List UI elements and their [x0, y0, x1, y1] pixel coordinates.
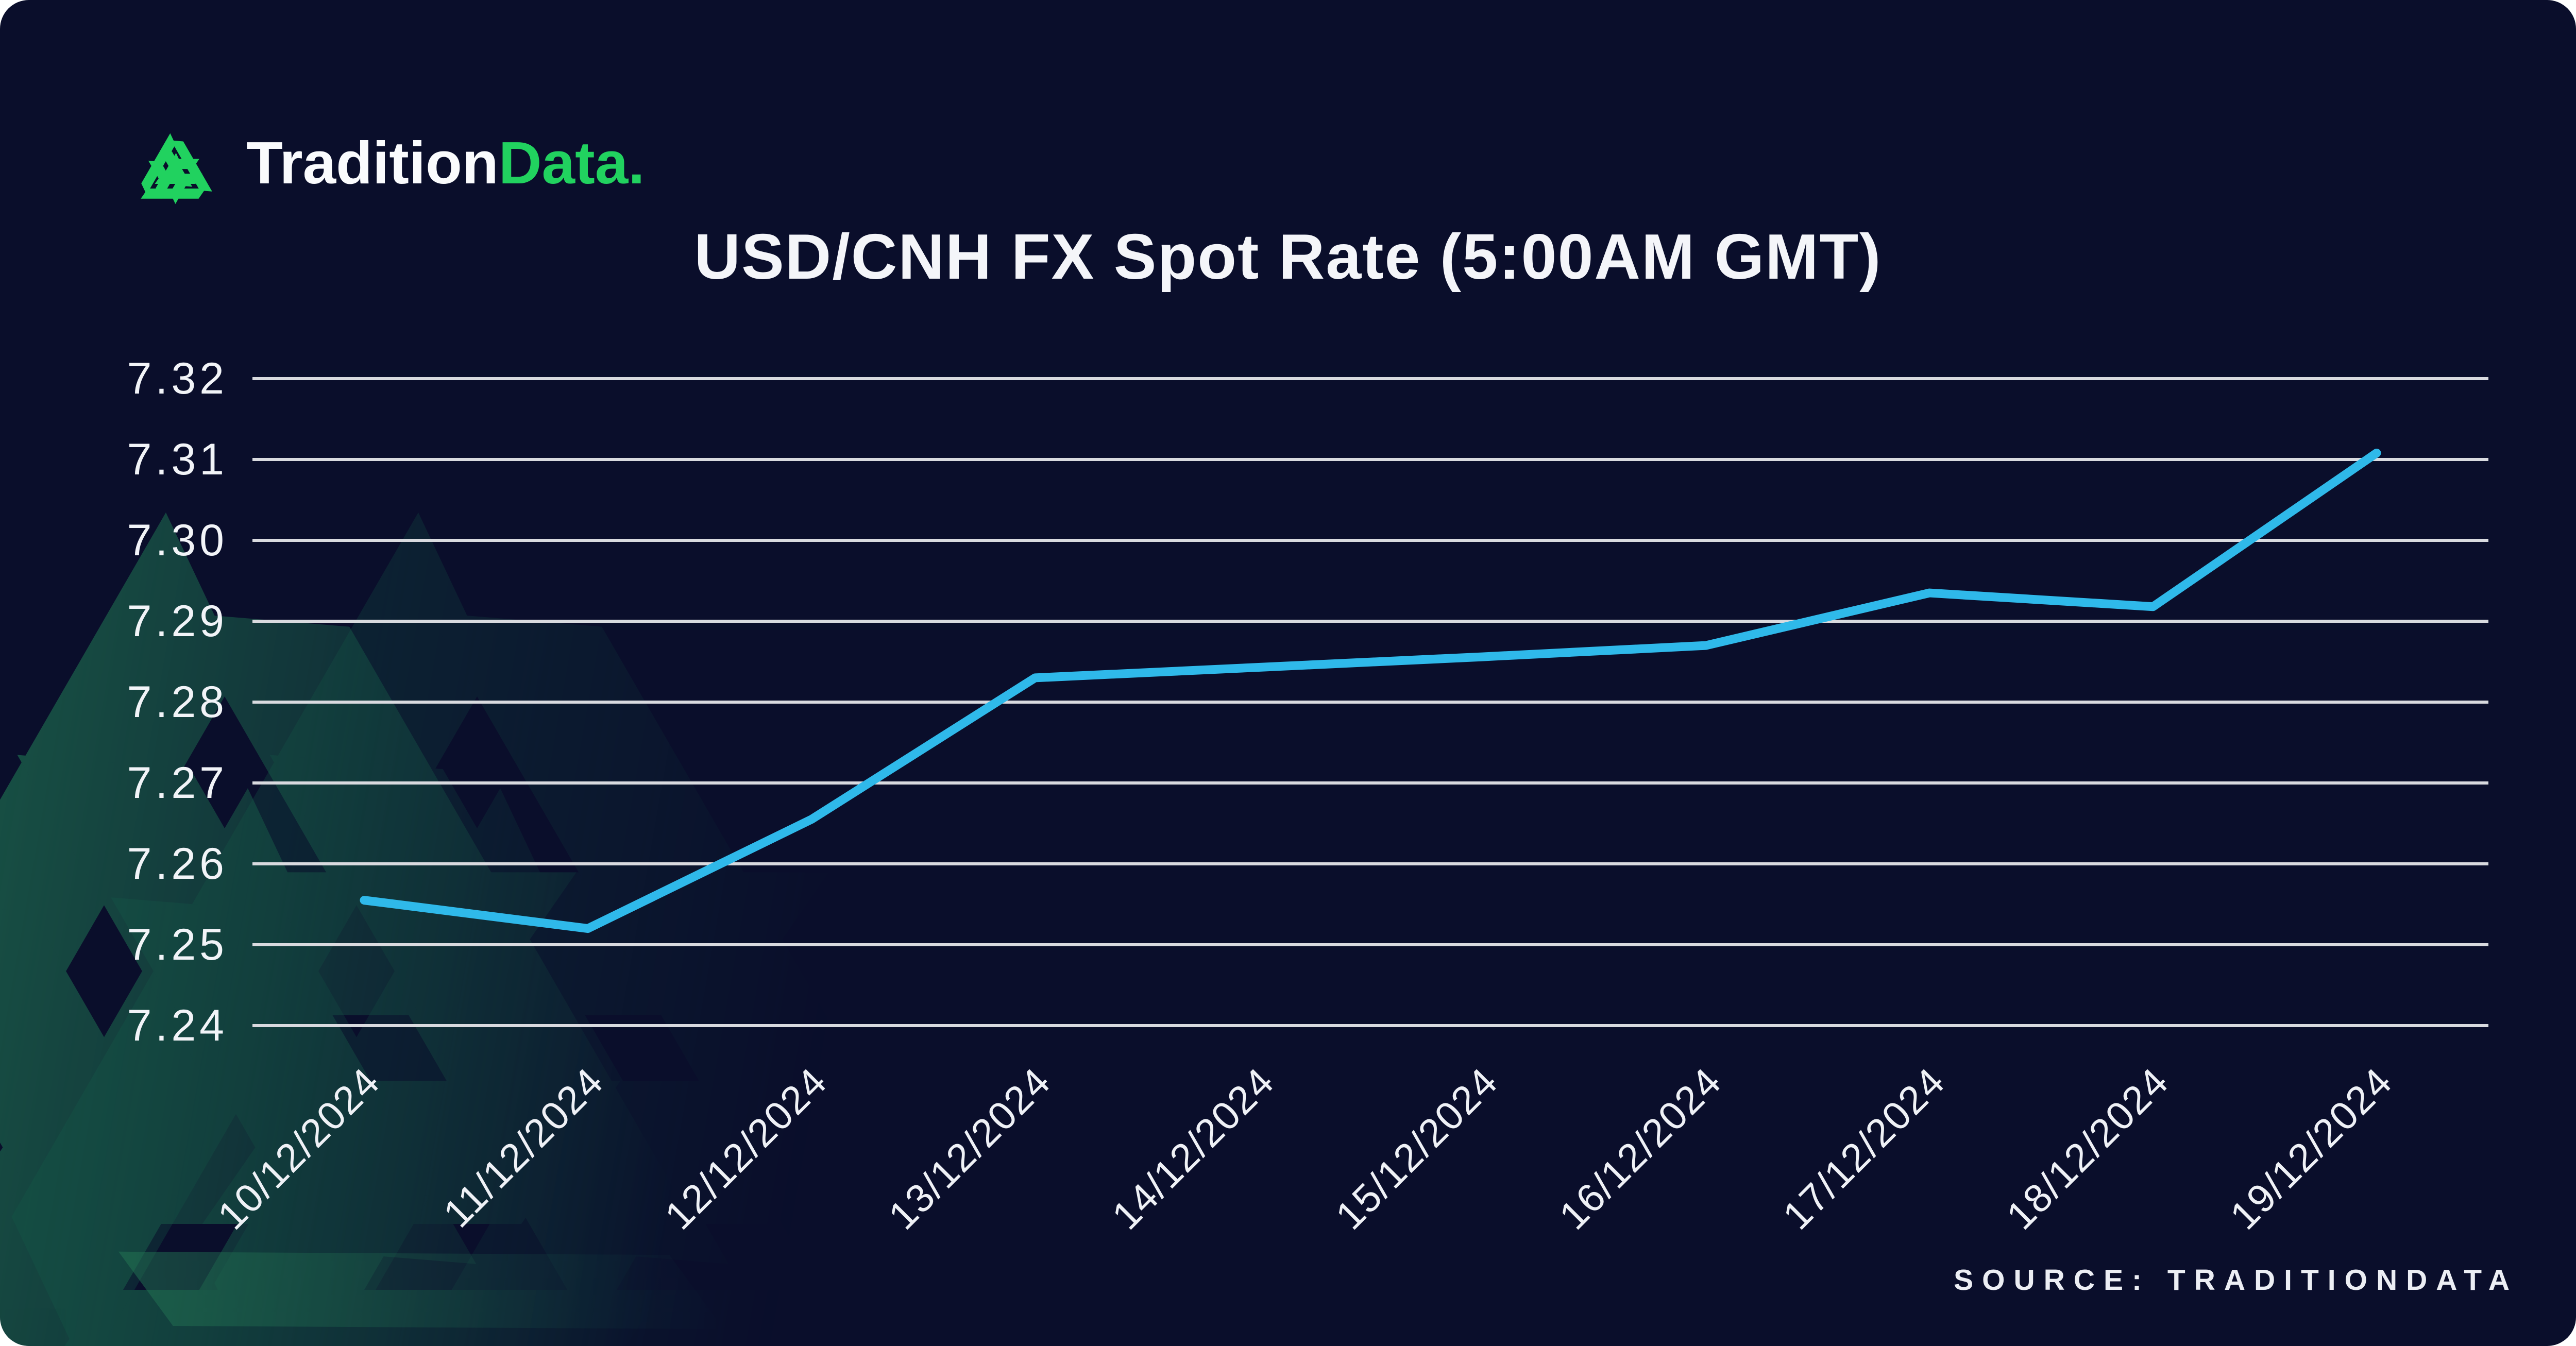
y-axis-tick-label: 7.29	[127, 597, 228, 646]
y-axis-tick-label: 7.26	[127, 839, 228, 889]
brand-logo: TraditionData.	[130, 114, 645, 211]
y-axis-tick-label: 7.24	[127, 1001, 228, 1050]
brand-name-accent: Data.	[498, 129, 645, 196]
y-axis-tick-label: 7.27	[127, 758, 228, 808]
series-line-usd-cnh	[360, 448, 2381, 933]
brand-name-primary: Tradition	[246, 129, 499, 196]
y-axis-tick-label: 7.32	[127, 354, 228, 403]
y-axis-tick-label: 7.31	[127, 435, 228, 484]
chart-title: USD/CNH FX Spot Rate (5:00AM GMT)	[694, 222, 1882, 293]
y-axis-tick-label: 7.28	[127, 677, 228, 727]
y-axis-tick-label: 7.30	[127, 516, 228, 565]
brand-logo-text: TraditionData.	[246, 128, 645, 197]
source-note: SOURCE: TRADITIONDATA	[1954, 1264, 2518, 1297]
y-axis-tick-label: 7.25	[127, 920, 228, 969]
